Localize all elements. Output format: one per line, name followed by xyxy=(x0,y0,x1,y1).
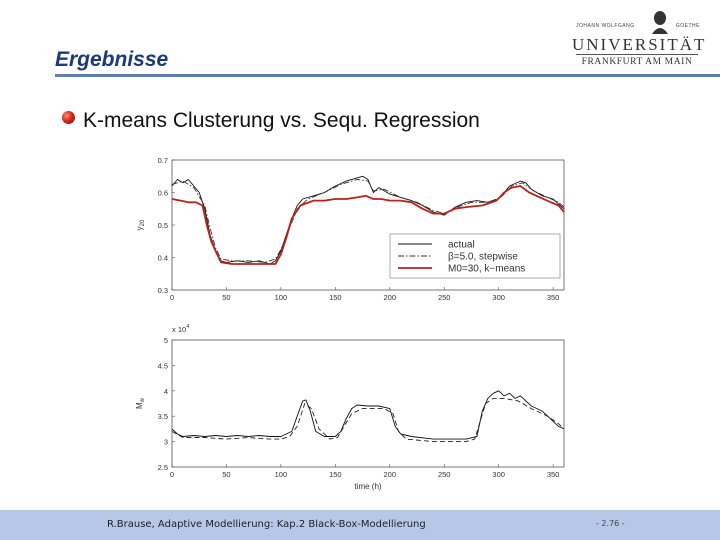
x-tick-label: 350 xyxy=(547,293,560,302)
x-tick-label: 200 xyxy=(384,470,397,479)
x-tick-label: 150 xyxy=(329,470,342,479)
slide-title: Ergebnisse xyxy=(55,48,169,71)
x-tick-label: 250 xyxy=(438,293,451,302)
legend-label: β=5.0, stepwise xyxy=(448,252,518,263)
y-tick-label: 3.5 xyxy=(158,412,168,421)
footer-text: R.Brause, Adaptive Modellierung: Kap.2 B… xyxy=(107,519,426,530)
logo-name: UNIVERSITÄT xyxy=(572,35,707,54)
y-tick-label: 2.5 xyxy=(158,463,168,472)
series-line-1-2 xyxy=(171,179,565,263)
page-number: - 2.76 - xyxy=(596,519,625,528)
y-tick-label: 5 xyxy=(164,336,168,345)
y-tick-label: 0.4 xyxy=(158,254,168,263)
x-tick-label: 50 xyxy=(222,293,230,302)
y-tick-label: 4.5 xyxy=(158,361,168,370)
x-tick-label: 150 xyxy=(329,293,342,302)
x-tick-label: 300 xyxy=(492,293,505,302)
x-tick-label: 0 xyxy=(170,470,174,479)
y-tick-label: 0.3 xyxy=(158,286,168,295)
bullet-icon xyxy=(62,111,75,124)
logo-top-right: GOETHE xyxy=(675,23,700,29)
figure: 0 50 100 150 200 250 300 3500.30.40.50.60.7y20a… xyxy=(135,156,565,491)
y-tick-label: 0.7 xyxy=(158,156,168,165)
x-tick-label: 300 xyxy=(492,470,505,479)
x-tick-label: 100 xyxy=(275,470,288,479)
footer-bar: R.Brause, Adaptive Modellierung: Kap.2 B… xyxy=(0,510,720,540)
axis-multiplier: x 104 xyxy=(172,324,189,334)
x-tick-label: 250 xyxy=(438,470,451,479)
logo-divider xyxy=(576,54,698,55)
legend-label: actual xyxy=(448,240,475,251)
x-tick-label: 0 xyxy=(170,293,174,302)
y-tick-label: 3 xyxy=(164,438,168,447)
y-axis-label: Mw xyxy=(135,397,146,409)
legend-label: M0=30, k−means xyxy=(448,264,525,275)
x-tick-label: 100 xyxy=(275,293,288,302)
y-tick-label: 4 xyxy=(164,387,168,396)
series-line-2-2 xyxy=(171,397,565,443)
university-logo: JOHANN WOLFGANG GOETHE UNIVERSITÄT FRANK… xyxy=(572,10,707,70)
x-tick-label: 200 xyxy=(384,293,397,302)
slide-subtitle: K-means Clusterung vs. Sequ. Regression xyxy=(83,109,480,132)
logo-top-left: JOHANN WOLFGANG xyxy=(576,23,635,29)
plot-frame-2 xyxy=(171,339,565,468)
goethe-portrait-icon xyxy=(652,11,668,34)
title-rule xyxy=(55,74,720,77)
logo-city: FRANKFURT AM MAIN xyxy=(581,57,693,67)
x-axis-label: time (h) xyxy=(354,482,381,491)
y-tick-label: 0.6 xyxy=(158,189,168,198)
x-tick-label: 50 xyxy=(222,470,230,479)
series-line-1-3 xyxy=(171,185,565,265)
y-tick-label: 0.5 xyxy=(158,221,168,230)
series-line-2-1 xyxy=(171,390,565,440)
x-tick-label: 350 xyxy=(547,470,560,479)
y-axis-label: y20 xyxy=(135,219,146,230)
